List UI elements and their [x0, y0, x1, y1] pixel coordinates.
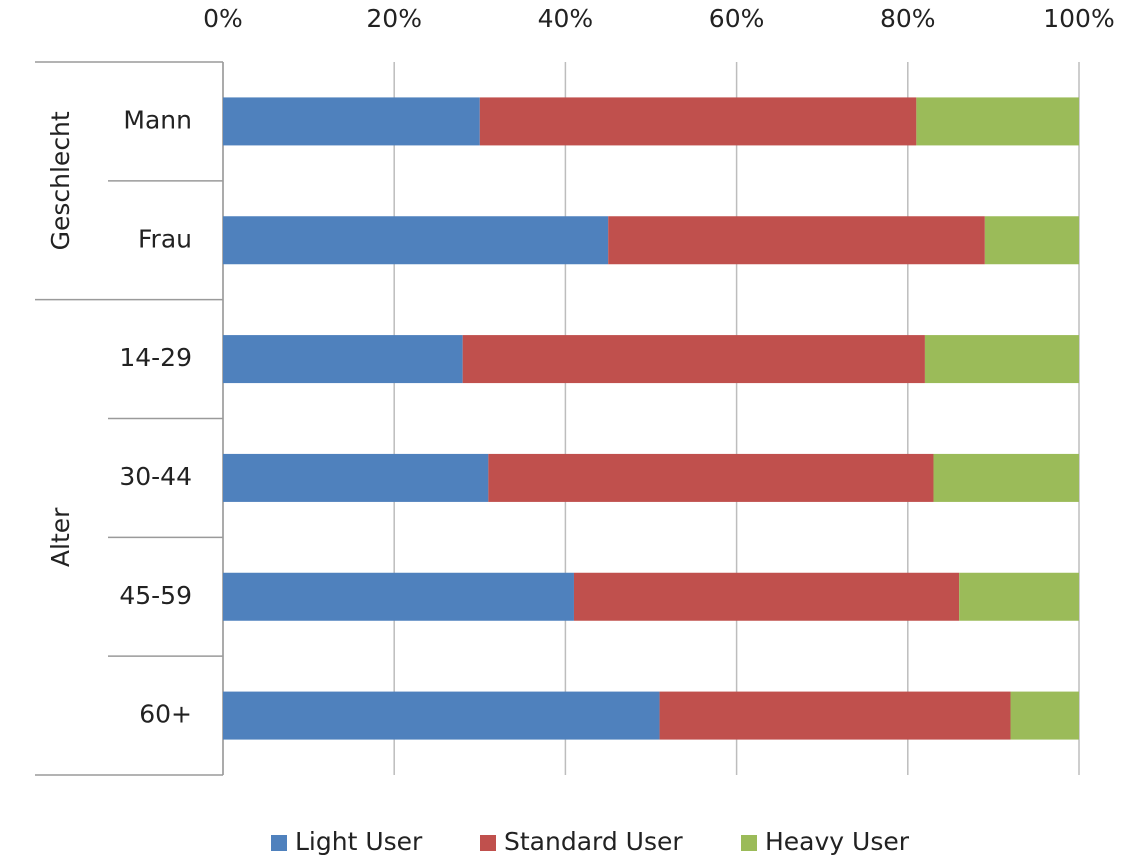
legend-swatch: [480, 835, 496, 851]
bar-segment: [223, 453, 489, 502]
bar-segment: [462, 335, 925, 384]
bar-segment: [1010, 691, 1079, 740]
bar-segment: [933, 453, 1079, 502]
bar-segment: [659, 691, 1011, 740]
bar-segment: [479, 97, 917, 146]
bar-segment: [959, 572, 1079, 621]
x-tick-label: 100%: [1043, 4, 1114, 33]
group-label: Alter: [46, 507, 75, 567]
legend-label: Light User: [295, 827, 423, 856]
bar-segment: [223, 691, 660, 740]
group-label: Geschlecht: [46, 111, 75, 250]
bar-segment: [223, 335, 463, 384]
bar-segment: [223, 216, 609, 265]
bar-segment: [984, 216, 1079, 265]
legend-swatch: [741, 835, 757, 851]
legend-label: Standard User: [504, 827, 683, 856]
bar-segment: [488, 453, 934, 502]
bar-segment: [573, 572, 960, 621]
bar-segment: [916, 97, 1079, 146]
bar-segment: [924, 335, 1079, 384]
x-tick-label: 0%: [203, 4, 243, 33]
y-tick-label: 45-59: [119, 581, 192, 610]
y-tick-label: Mann: [123, 105, 192, 134]
bar-segment: [223, 97, 480, 146]
legend-label: Heavy User: [765, 827, 910, 856]
y-tick-label: 30-44: [119, 462, 192, 491]
x-tick-label: 20%: [366, 4, 422, 33]
x-tick-label: 80%: [880, 4, 936, 33]
bar-segment: [608, 216, 985, 265]
bar-segment: [223, 572, 574, 621]
y-tick-label: 14-29: [119, 343, 192, 372]
y-tick-label: Frau: [138, 224, 192, 253]
y-tick-label: 60+: [139, 700, 192, 729]
legend-swatch: [271, 835, 287, 851]
x-tick-label: 40%: [538, 4, 594, 33]
x-tick-label: 60%: [709, 4, 765, 33]
